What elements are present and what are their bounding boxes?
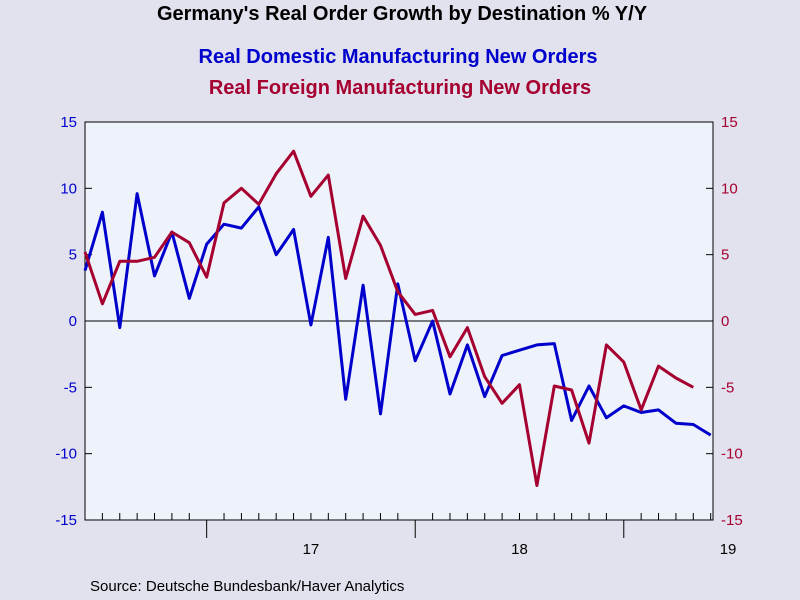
right-axis-tick-label: -10 xyxy=(721,446,743,463)
series-title-foreign: Real Foreign Manufacturing New Orders xyxy=(209,77,591,99)
right-axis-tick-label: -5 xyxy=(721,379,734,396)
series-title-domestic: Real Domestic Manufacturing New Orders xyxy=(199,46,598,68)
left-axis-tick-label: -15 xyxy=(55,512,77,529)
left-axis-tick-label: 10 xyxy=(60,180,77,197)
left-axis-tick-label: 5 xyxy=(69,247,77,264)
right-axis-tick-label: 5 xyxy=(721,247,729,264)
chart-title: Germany's Real Order Growth by Destinati… xyxy=(157,3,648,25)
series-lines xyxy=(83,149,712,487)
series-line-foreign xyxy=(83,149,695,487)
source-note: Source: Deutsche Bundesbank/Haver Analyt… xyxy=(90,578,404,595)
x-axis-tick-label: 18 xyxy=(511,541,528,558)
x-axis-tick-label: 19 xyxy=(720,541,737,558)
x-axis-tick-label: 17 xyxy=(303,541,320,558)
series-line-domestic xyxy=(83,192,712,437)
right-axis-tick-label: -15 xyxy=(721,512,743,529)
left-axis-tick-label: -5 xyxy=(64,379,77,396)
left-axis-tick-label: -10 xyxy=(55,446,77,463)
right-axis-tick-label: 15 xyxy=(721,114,738,131)
left-axis-tick-label: 15 xyxy=(60,114,77,131)
right-axis-tick-label: 10 xyxy=(721,180,738,197)
axes: -15 -10 -5 0 5 10 15 -15 -10 -5 0 5 10 15 17 18 19 xyxy=(55,114,742,558)
left-axis-tick-label: 0 xyxy=(69,313,77,330)
right-axis-tick-label: 0 xyxy=(721,313,729,330)
